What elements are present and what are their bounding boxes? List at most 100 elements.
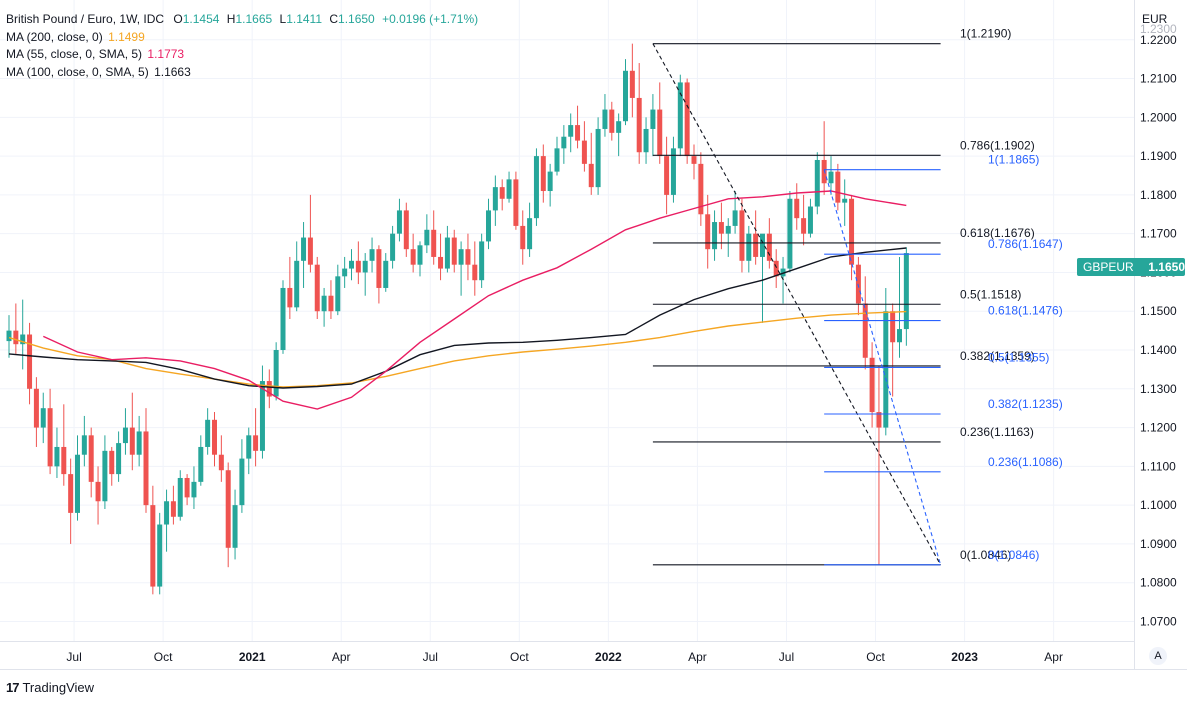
candle-body: [561, 136, 567, 149]
time-axis-tick: 2022: [595, 650, 622, 664]
candle-body: [540, 156, 546, 192]
price-axis-tick: 1.1000: [1140, 498, 1177, 512]
candle-body: [27, 334, 33, 389]
candle-body: [301, 237, 307, 261]
candle-body: [225, 470, 231, 548]
candle-body: [75, 454, 80, 513]
currency-label: EUR: [1142, 12, 1168, 26]
fib-blue-level-label: 0.618(1.1476): [988, 304, 1063, 318]
candle-body: [410, 249, 416, 265]
candle-body: [444, 237, 450, 269]
time-axis-tick: Apr: [688, 650, 707, 664]
candle-body: [581, 140, 587, 164]
legend-high-label: H: [226, 12, 236, 26]
candle-body: [33, 388, 39, 428]
legend-ma55-label: MA (55, close, 0, SMA, 5): [6, 47, 143, 61]
legend-ma100-row: MA (100, close, 0, SMA, 5) 1.1663: [6, 64, 478, 82]
candle-body: [465, 249, 471, 265]
candle-body: [143, 431, 149, 506]
candle-body: [732, 210, 738, 226]
tradingview-branding[interactable]: 17 TradingView: [6, 680, 94, 695]
candle-body: [657, 109, 663, 157]
legend-close: 1.1650: [338, 12, 375, 26]
time-axis-tick: Oct: [154, 650, 173, 664]
candle-body: [499, 187, 505, 199]
candle-body: [68, 474, 74, 513]
price-axis-tick: 1.1900: [1140, 149, 1177, 163]
time-axis-tick: 2023: [951, 650, 978, 664]
candle-body: [342, 268, 348, 277]
legend-ma200-label: MA (200, close, 0): [6, 29, 103, 44]
candle-body: [677, 82, 683, 149]
candle-body: [609, 109, 615, 133]
fib-blue-level-label: 0.5(1.1355): [988, 350, 1049, 364]
auto-scale-button[interactable]: A: [1149, 647, 1167, 665]
candle-body: [479, 241, 485, 281]
tradingview-name: TradingView: [22, 680, 95, 695]
candle-body: [814, 159, 820, 207]
legend-ma100-value: 1.1663: [154, 64, 191, 79]
candle-body: [897, 329, 902, 343]
legend-ma100-label: MA (100, close, 0, SMA, 5): [6, 64, 149, 79]
candle-body: [869, 357, 875, 413]
time-axis-tick: Apr: [1044, 650, 1063, 664]
candle-body: [6, 330, 12, 342]
candle-body: [629, 70, 635, 98]
candle-body: [109, 450, 115, 475]
candle-body: [212, 419, 217, 455]
candle-body: [13, 330, 19, 345]
candle-body: [61, 446, 67, 475]
candle-body: [383, 260, 389, 288]
candle-body: [451, 237, 457, 265]
candle-body: [157, 524, 163, 587]
candle-body: [390, 233, 396, 261]
candle-body: [294, 260, 300, 308]
candle-body: [705, 214, 711, 250]
candle-body: [349, 260, 354, 269]
candle-body: [753, 233, 759, 257]
candle-body: [102, 450, 108, 502]
legend-open: 1.1454: [182, 12, 220, 26]
candle-body: [54, 446, 60, 467]
candle-body: [554, 148, 560, 172]
candle-body: [328, 295, 334, 312]
candle-body: [273, 350, 279, 397]
price-axis-tick: 1.1100: [1140, 459, 1176, 473]
candle-body: [533, 156, 539, 219]
fib-blue-level-label: 0.786(1.1647): [988, 237, 1063, 251]
last-price-tag: GBPEUR 1.1650: [1077, 258, 1185, 276]
legend-low: 1.1411: [286, 12, 323, 26]
candle-body: [136, 431, 142, 455]
candle-body: [595, 128, 601, 188]
candle-body: [403, 210, 409, 250]
legend-ma200-value: 1.1499: [108, 29, 145, 44]
price-tag-value: 1.1650: [1148, 260, 1185, 274]
candle-body: [890, 311, 896, 343]
candle-body: [616, 121, 622, 133]
candle-body: [746, 233, 752, 261]
time-axis-tick: Oct: [510, 650, 529, 664]
candle-body: [773, 260, 779, 277]
candle-body: [602, 109, 608, 129]
legend-ma200-row: MA (200, close, 0) 1.1499: [6, 29, 478, 47]
price-axis-tick: 1.0800: [1140, 576, 1177, 590]
candle-body: [335, 276, 341, 312]
candle-body: [129, 427, 135, 455]
candle-body: [835, 171, 841, 203]
candle-body: [712, 222, 718, 250]
fib-black-level-label: 0.618(1.1676): [960, 226, 1035, 240]
candle-body: [849, 198, 855, 265]
fib-blue-level-label: 0.382(1.1235): [988, 397, 1063, 411]
candle-body: [766, 233, 772, 261]
fib-blue-level-label: 1(1.1865): [988, 153, 1039, 167]
moving-average-line: [43, 190, 907, 410]
candle-body: [116, 443, 122, 475]
candle-body: [122, 427, 128, 444]
candle-body: [20, 334, 26, 345]
legend-high: 1.1665: [235, 12, 273, 26]
candle-body: [739, 210, 745, 261]
candle-body: [575, 125, 581, 141]
candle-body: [280, 287, 286, 351]
fib-black-level-label: 0.236(1.1163): [960, 425, 1034, 439]
